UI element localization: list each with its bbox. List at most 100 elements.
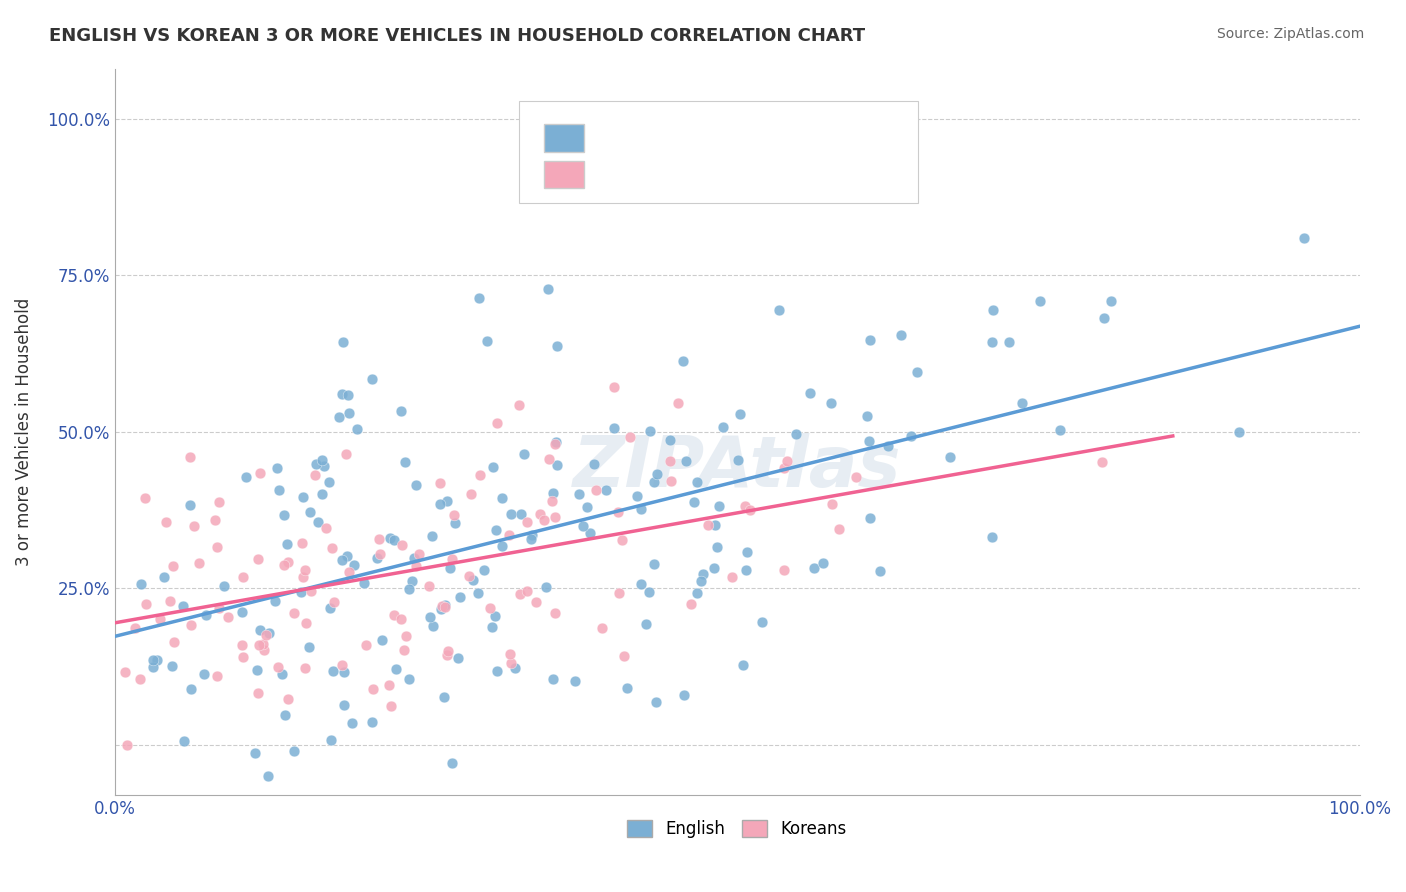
Point — [659, 474, 682, 488]
Point — [772, 460, 794, 475]
Point — [575, 500, 598, 514]
Point — [232, 570, 254, 584]
Point — [382, 608, 405, 623]
Point — [249, 467, 271, 481]
Point — [544, 509, 567, 524]
Point — [585, 483, 607, 497]
Point — [398, 672, 420, 686]
Point — [855, 409, 877, 424]
Point — [811, 556, 834, 570]
Point — [337, 566, 360, 580]
Point — [538, 452, 561, 467]
Point — [319, 600, 342, 615]
Point — [183, 519, 205, 533]
Point — [307, 515, 329, 529]
Point — [1099, 293, 1122, 308]
Point — [541, 485, 564, 500]
Point — [981, 302, 1004, 317]
Point — [160, 659, 183, 673]
Point — [319, 732, 342, 747]
Point — [245, 746, 267, 760]
Point — [439, 561, 461, 575]
Point — [980, 334, 1002, 349]
Point — [697, 517, 720, 532]
Point — [405, 558, 427, 573]
Point — [579, 525, 602, 540]
Point — [546, 339, 568, 353]
Point — [429, 497, 451, 511]
Point — [247, 638, 270, 652]
Point — [330, 553, 353, 567]
Point — [981, 530, 1004, 544]
Point — [572, 518, 595, 533]
Point — [686, 475, 709, 490]
Point — [477, 334, 499, 348]
Point — [645, 467, 668, 482]
Point — [498, 647, 520, 661]
Point — [257, 626, 280, 640]
Point — [429, 475, 451, 490]
Point — [659, 434, 682, 448]
Point — [679, 597, 702, 611]
Point — [231, 605, 253, 619]
Point — [204, 513, 226, 527]
Point — [212, 579, 235, 593]
Point — [249, 623, 271, 637]
Point — [432, 599, 454, 614]
Point — [645, 695, 668, 709]
Point — [768, 302, 790, 317]
Point — [205, 541, 228, 555]
Point — [630, 502, 652, 516]
Point — [382, 533, 405, 548]
Point — [346, 422, 368, 436]
Text: R = 0.588: R = 0.588 — [596, 127, 695, 145]
Point — [153, 570, 176, 584]
Point — [607, 586, 630, 600]
Legend: English, Koreans: English, Koreans — [620, 813, 853, 845]
Point — [728, 407, 751, 421]
Text: R = 0.385: R = 0.385 — [596, 162, 695, 181]
Point — [703, 561, 725, 575]
Point — [395, 630, 418, 644]
Point — [408, 547, 430, 561]
Point — [277, 555, 299, 569]
Point — [389, 403, 412, 417]
Point — [520, 528, 543, 542]
Point — [163, 635, 186, 649]
Point — [582, 457, 605, 471]
Point — [330, 387, 353, 401]
Point — [498, 528, 520, 542]
Point — [264, 594, 287, 608]
Point — [613, 649, 636, 664]
Point — [859, 333, 882, 347]
Point — [516, 515, 538, 529]
Point — [335, 447, 357, 461]
Point — [709, 499, 731, 513]
Point — [690, 574, 713, 588]
Point — [440, 551, 463, 566]
Point — [671, 354, 693, 368]
Point — [721, 570, 744, 584]
Point — [503, 661, 526, 675]
Point — [803, 561, 825, 575]
Point — [821, 497, 844, 511]
Point — [283, 606, 305, 620]
Point — [682, 494, 704, 508]
Point — [273, 558, 295, 572]
Point — [468, 291, 491, 305]
Point — [155, 515, 177, 529]
Point — [273, 508, 295, 522]
Point — [269, 483, 291, 497]
FancyBboxPatch shape — [544, 125, 583, 152]
Point — [610, 533, 633, 547]
Point — [180, 617, 202, 632]
Point — [672, 688, 695, 702]
FancyBboxPatch shape — [519, 101, 918, 202]
Text: N = 113: N = 113 — [762, 162, 842, 181]
Point — [692, 567, 714, 582]
Point — [172, 599, 194, 613]
Point — [404, 550, 426, 565]
Point — [337, 388, 360, 402]
Point — [731, 657, 754, 672]
Point — [336, 549, 359, 563]
